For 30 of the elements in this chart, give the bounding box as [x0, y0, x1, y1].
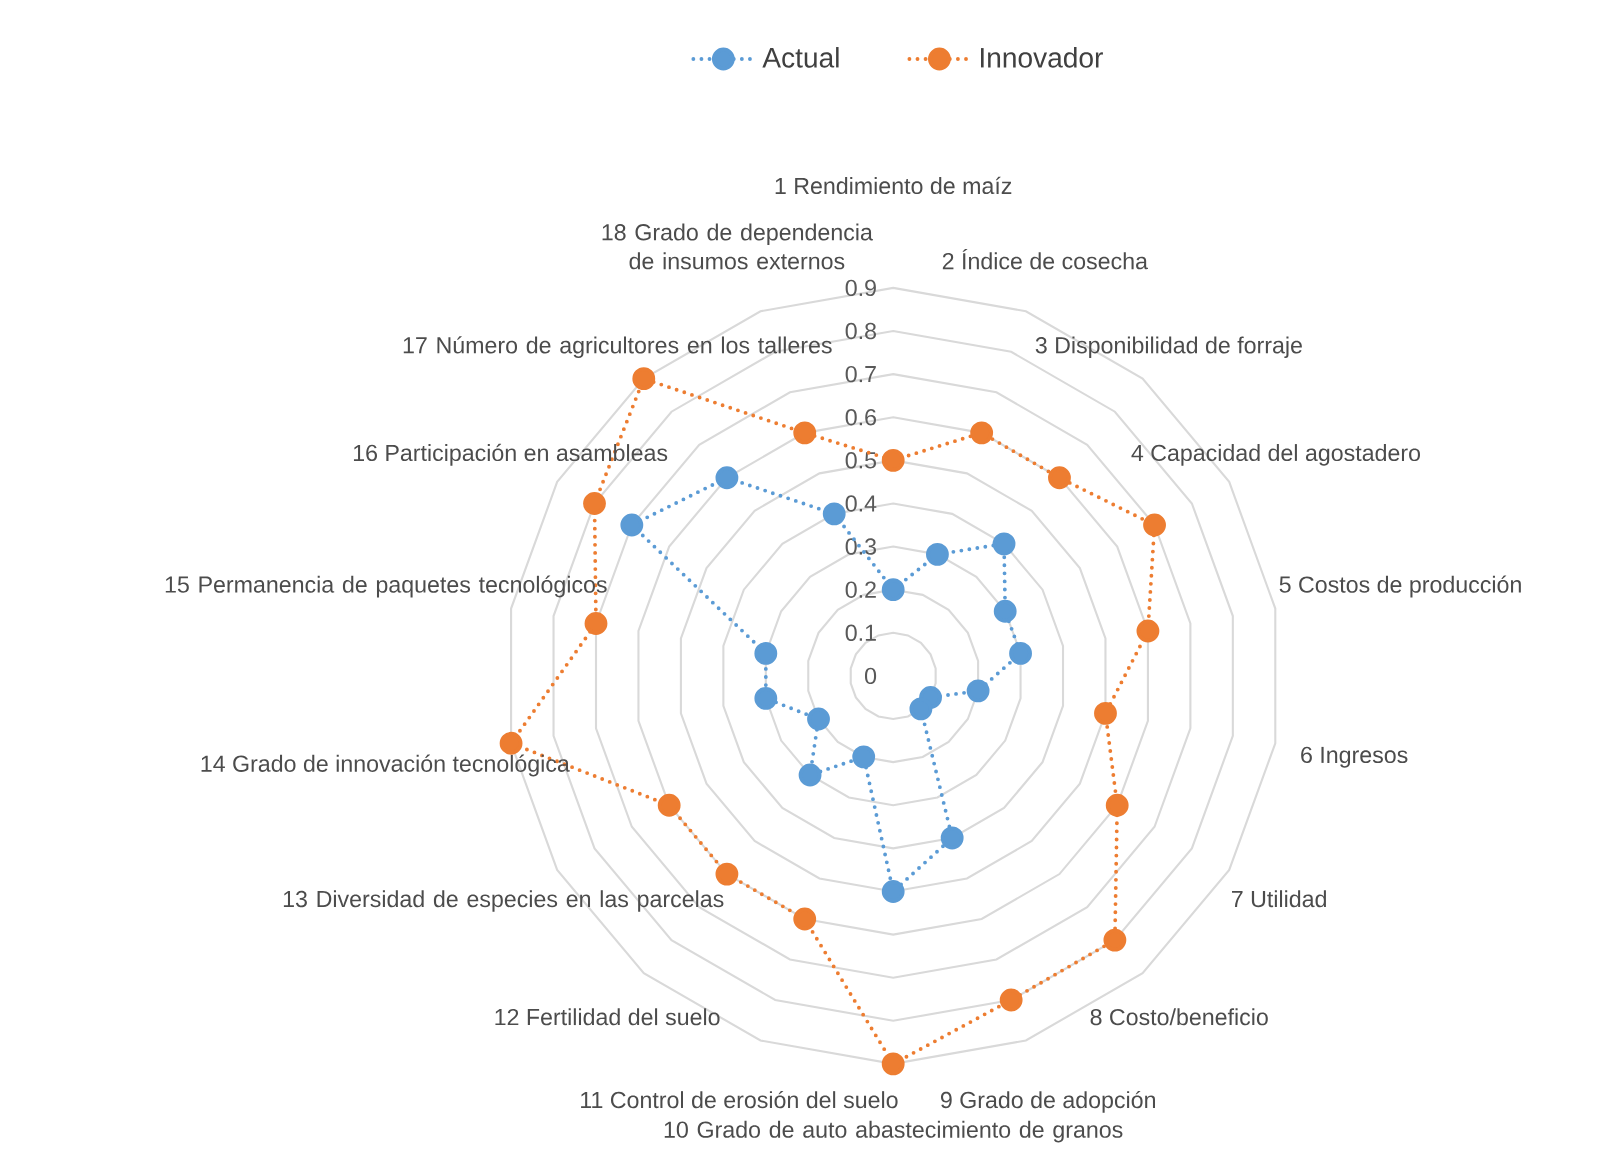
legend-label: Innovador — [980, 47, 1103, 68]
spoke-label: 16 Participación en asambleas — [353, 443, 668, 466]
y-tick-label: 0 — [864, 667, 877, 685]
y-tick-label: 0.8 — [845, 322, 876, 340]
y-tick-label: 0.9 — [845, 279, 876, 297]
y-tick-label: 0.7 — [845, 365, 876, 383]
y-tick-label: 0.5 — [845, 452, 876, 469]
legend-label: Actual — [762, 47, 839, 68]
spoke-label: 10 Grado de auto abastecimiento de granos — [664, 1120, 1123, 1143]
spoke-label: 12 Fertilidad del suelo — [495, 1008, 720, 1026]
spoke-label: 11 Control de erosión del suelo — [581, 1090, 898, 1109]
spoke-label: 3 Disponibilidad de forraje — [1035, 336, 1302, 359]
y-tick-label: 0.4 — [845, 495, 877, 512]
spoke-label: 6 Ingresos — [1301, 746, 1408, 768]
y-tick-label: 0.1 — [845, 624, 876, 641]
spoke-label: 7 Utilidad — [1232, 890, 1326, 908]
spoke-label: 8 Costo/beneficio — [1090, 1008, 1268, 1026]
spoke-label: 2 Índice de cosecha — [942, 249, 1148, 270]
y-tick-label: 0.3 — [845, 538, 876, 555]
spoke-label: 18 Grado de dependencia de insumos externos — [602, 223, 873, 270]
spoke-label: 1 Rendimiento de maíz — [775, 176, 1012, 195]
spoke-label: 5 Costos de producción — [1279, 575, 1521, 598]
spoke-label: 13 Diversidad de especies en las parcelas — [283, 890, 724, 912]
spoke-label: 15 Permanencia de paquetes tecnológicos — [165, 575, 607, 598]
y-tick-label: 0.6 — [845, 409, 876, 426]
spoke-label: 9 Grado de adopción — [940, 1090, 1155, 1113]
spoke-label: 4 Capacidad del agostadero — [1131, 444, 1420, 466]
spoke-label: 17 Número de agricultores en los talleres — [403, 336, 832, 359]
spoke-label: 14 Grado de innovación tecnológica — [201, 754, 570, 777]
y-tick-label: 0.2 — [845, 581, 876, 598]
